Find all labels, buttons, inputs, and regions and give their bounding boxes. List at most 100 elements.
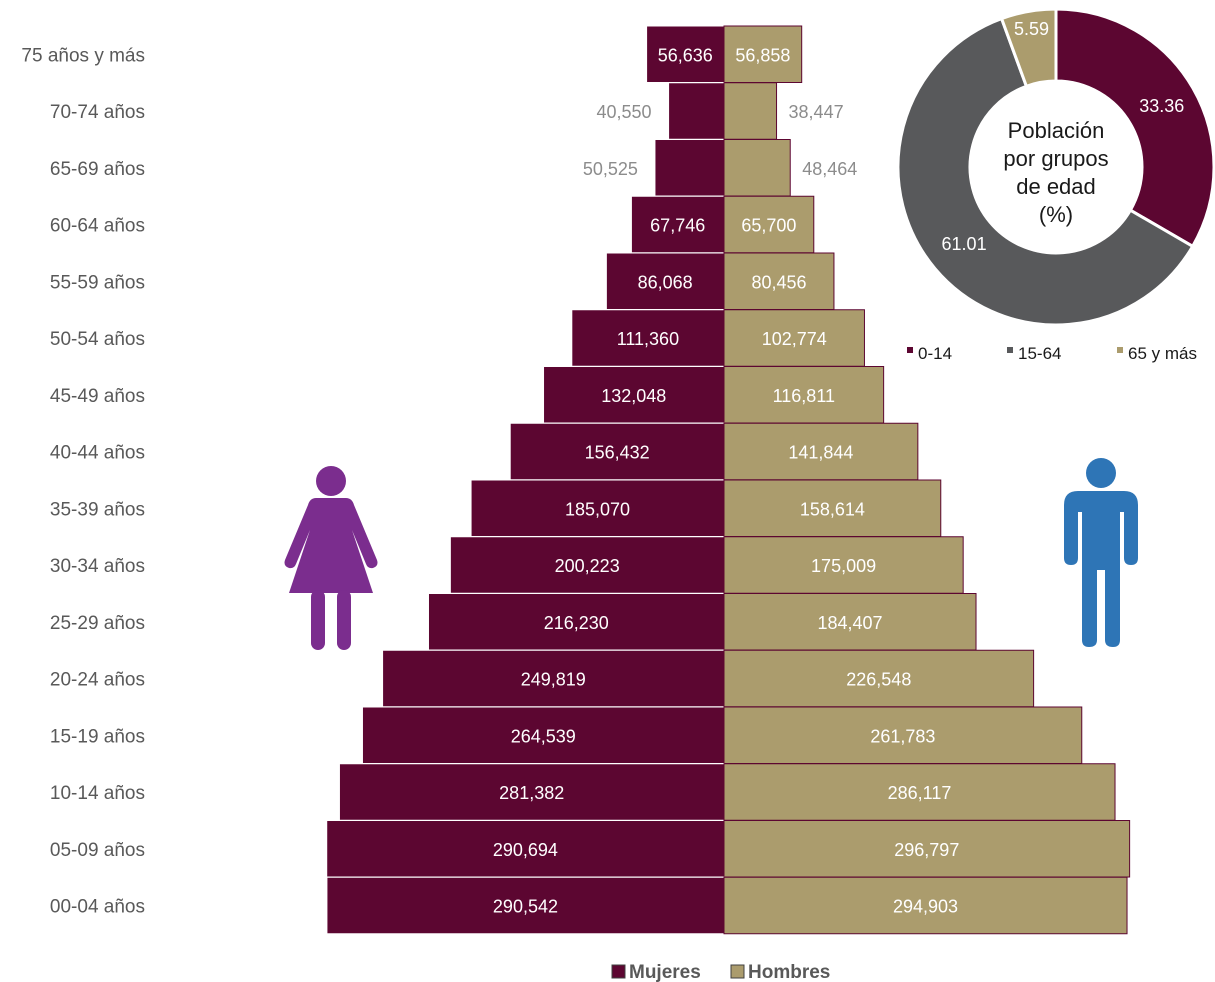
donut-title-line-2: por grupos [1003, 146, 1108, 171]
value-label-hombres: 102,774 [762, 329, 827, 349]
bar-hombres [723, 366, 885, 424]
donut-title: Población por grupos de edad (%) [1003, 118, 1108, 227]
value-label-mujeres: 40,550 [597, 102, 652, 122]
donut-legend-label: 0-14 [918, 344, 952, 363]
age-label: 70-74 años [50, 102, 145, 123]
bar-mujeres [646, 25, 725, 83]
bar-mujeres [605, 252, 725, 310]
value-label-hombres: 48,464 [802, 159, 857, 179]
bar-mujeres [654, 139, 725, 197]
bar-hombres [723, 763, 1116, 821]
value-label-mujeres: 111,360 [617, 329, 679, 349]
age-label: 25-29 años [50, 613, 145, 634]
donut-title-line-3: de edad [1016, 174, 1096, 199]
bar-mujeres [543, 366, 725, 424]
age-label: 10-14 años [50, 783, 145, 804]
bar-hombres [723, 479, 942, 537]
bar-hombres [723, 252, 835, 310]
legend-swatch-hombres [730, 964, 745, 979]
legend-label-hombres: Hombres [748, 962, 830, 982]
legend-label-mujeres: Mujeres [629, 962, 701, 982]
woman-icon [284, 466, 378, 650]
value-label-hombres: 141,844 [788, 443, 853, 463]
donut-legend-swatch [1117, 347, 1123, 353]
legend-swatch-mujeres [611, 964, 626, 979]
age-label: 60-64 años [50, 216, 145, 237]
pyramid-bars: 56,636 56,858 40,550 38,447 50,525 48,464 67,7… [326, 25, 1131, 935]
value-label-hombres: 286,117 [888, 783, 952, 803]
man-icon [1064, 458, 1138, 647]
bar-mujeres [630, 195, 725, 254]
bar-hombres [723, 422, 919, 481]
age-label: 50-54 años [50, 329, 145, 350]
bar-mujeres [449, 536, 725, 594]
value-label-mujeres: 200,223 [555, 556, 620, 576]
bar-hombres [723, 139, 791, 197]
age-label: 40-44 años [50, 443, 145, 464]
age-label: 05-09 años [50, 840, 145, 861]
age-label: 65-69 años [50, 159, 145, 180]
bar-hombres [723, 25, 803, 83]
age-label: 15-19 años [50, 726, 145, 747]
value-label-hombres: 261,783 [870, 726, 935, 746]
bar-hombres [723, 536, 964, 594]
donut-title-line-4: (%) [1039, 202, 1073, 227]
value-label-hombres: 296,797 [894, 840, 959, 860]
value-label-hombres: 80,456 [751, 272, 806, 292]
age-labels: 75 años y más 70-74 años 65-69 años 60-64 a… [21, 45, 145, 917]
donut-slice-0-14 [1054, 7, 1215, 249]
donut-legend-swatch [1007, 347, 1013, 353]
value-label-mujeres: 290,694 [493, 840, 558, 860]
donut-slice-65-y-más [999, 7, 1058, 89]
bar-mujeres [338, 763, 725, 821]
donut-value-label: 33.36 [1139, 96, 1184, 116]
value-label-mujeres: 50,525 [583, 159, 638, 179]
bar-hombres [723, 195, 815, 254]
bar-legend: Mujeres Hombres [611, 962, 830, 982]
value-label-hombres: 38,447 [789, 102, 844, 122]
value-label-mujeres: 132,048 [601, 386, 666, 406]
value-label-mujeres: 264,539 [511, 726, 576, 746]
bar-hombres [723, 82, 778, 140]
age-label: 55-59 años [50, 272, 145, 293]
age-label: 20-24 años [50, 670, 145, 691]
value-label-mujeres: 67,746 [650, 216, 705, 236]
value-label-hombres: 226,548 [846, 670, 911, 690]
age-label: 00-04 años [50, 897, 145, 918]
bar-mujeres [382, 649, 725, 708]
value-label-hombres: 56,858 [735, 45, 790, 65]
value-label-mujeres: 281,382 [499, 783, 564, 803]
value-label-mujeres: 56,636 [658, 45, 713, 65]
value-label-mujeres: 216,230 [544, 613, 609, 633]
value-label-mujeres: 290,542 [493, 897, 558, 917]
donut-legend-swatch [907, 347, 913, 353]
bar-mujeres [326, 876, 725, 935]
value-label-hombres: 65,700 [741, 216, 796, 236]
value-label-hombres: 184,407 [817, 613, 882, 633]
bar-hombres [723, 593, 977, 651]
age-label: 45-49 años [50, 386, 145, 407]
value-label-hombres: 294,903 [893, 897, 958, 917]
age-label: 35-39 años [50, 499, 145, 520]
age-label: 30-34 años [50, 556, 145, 577]
value-label-mujeres: 86,068 [638, 272, 693, 292]
bar-hombres [723, 309, 865, 367]
bar-mujeres [470, 479, 725, 537]
bar-hombres [723, 876, 1128, 935]
donut-value-label: 5.59 [1014, 19, 1049, 39]
age-group-donut: 33.36 61.01 5.59 [896, 7, 1215, 327]
donut-legend-label: 65 y más [1128, 344, 1197, 363]
donut-slice-15-64 [896, 16, 1195, 327]
bar-mujeres [361, 706, 725, 764]
value-label-hombres: 116,811 [773, 386, 835, 406]
donut-title-line-1: Población [1008, 118, 1105, 143]
donut-legend-label: 15-64 [1018, 344, 1061, 363]
bar-mujeres [326, 820, 725, 878]
donut-legend: 0-14 15-64 65 y más [907, 344, 1197, 363]
bar-hombres [723, 820, 1131, 878]
value-label-mujeres: 156,432 [585, 443, 650, 463]
bar-mujeres [668, 82, 725, 140]
value-label-mujeres: 249,819 [521, 670, 586, 690]
donut-value-label: 61.01 [942, 234, 987, 254]
